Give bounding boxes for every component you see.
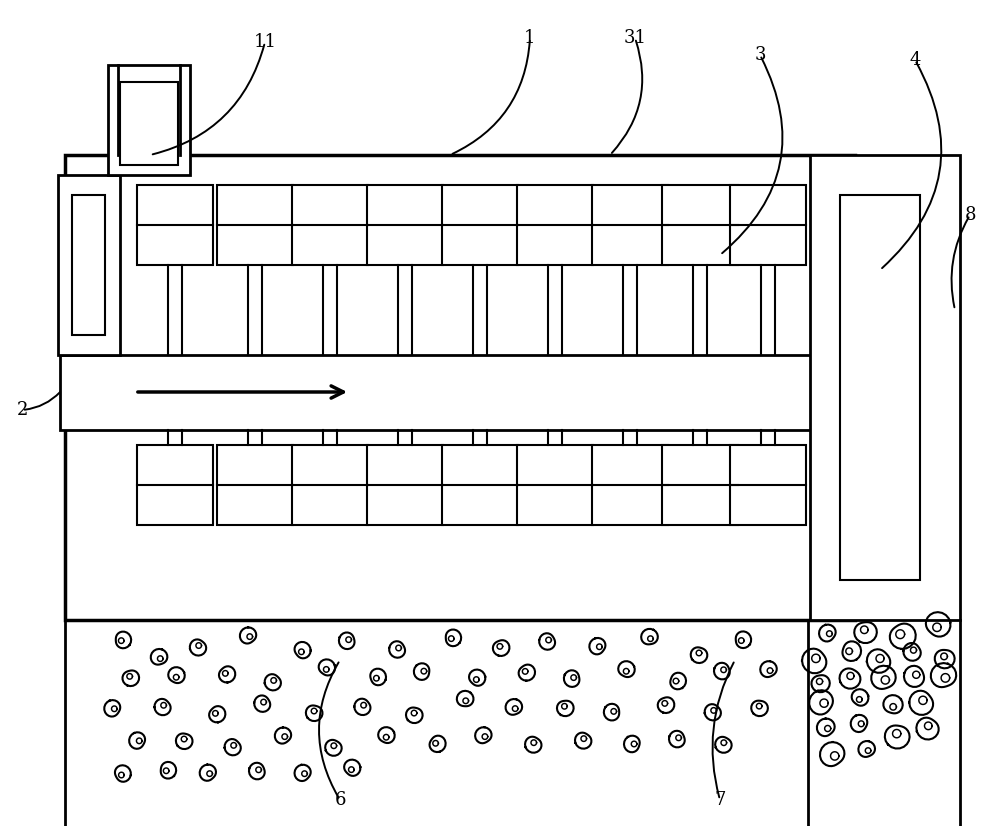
Bar — [442, 445, 518, 525]
Bar — [367, 445, 443, 525]
Text: 8: 8 — [964, 206, 976, 224]
Bar — [120, 82, 178, 165]
Bar — [730, 445, 806, 525]
Text: 31: 31 — [624, 29, 646, 47]
Bar — [108, 65, 190, 175]
Bar — [592, 185, 668, 265]
Text: 3: 3 — [754, 46, 766, 64]
Text: 7: 7 — [714, 791, 726, 809]
Bar — [730, 185, 806, 265]
Bar — [442, 185, 518, 265]
Bar — [217, 445, 293, 525]
Bar — [517, 445, 593, 525]
Bar — [810, 155, 960, 620]
Bar — [60, 355, 870, 430]
Bar — [517, 185, 593, 265]
Bar — [65, 155, 855, 620]
Text: 4: 4 — [909, 51, 921, 69]
Bar — [840, 195, 920, 580]
Text: 2: 2 — [16, 401, 28, 419]
Bar — [137, 445, 213, 525]
Bar — [292, 445, 368, 525]
Bar — [367, 185, 443, 265]
Bar — [217, 185, 293, 265]
Bar — [72, 195, 105, 335]
Text: 1: 1 — [524, 29, 536, 47]
Bar — [662, 185, 738, 265]
Text: 11: 11 — [254, 33, 276, 51]
Bar — [662, 445, 738, 525]
Bar — [592, 445, 668, 525]
Text: 6: 6 — [334, 791, 346, 809]
Bar — [292, 185, 368, 265]
Bar — [137, 185, 213, 265]
Bar — [58, 175, 120, 355]
